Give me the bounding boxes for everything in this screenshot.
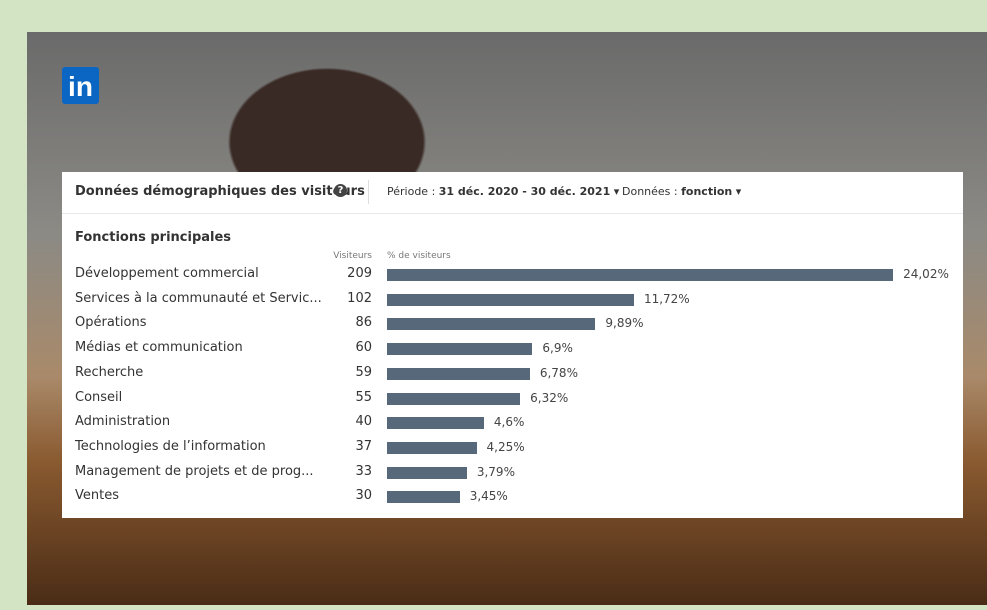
data-value: fonction — [681, 185, 733, 198]
data-label: Données : — [622, 185, 678, 198]
percent-label: 6,78% — [539, 365, 578, 380]
visitor-count: 37 — [355, 438, 372, 454]
separator — [368, 180, 369, 204]
row-label: Développement commercial — [75, 266, 259, 281]
row-label: Services à la communauté et Servic... — [75, 290, 322, 306]
row-label: Conseil — [75, 389, 123, 405]
bar — [387, 466, 467, 479]
period-filter[interactable]: Période : 31 déc. 2020 - 30 déc. 2021 ▾ — [387, 185, 620, 198]
percent-header: % de visiteurs — [387, 251, 451, 261]
row-label: Management de projets et de prog... — [75, 463, 314, 479]
visitor-count: 30 — [355, 488, 372, 504]
visitor-count: 60 — [355, 340, 372, 356]
visitor-count: 33 — [355, 463, 372, 479]
bar — [387, 392, 521, 405]
data-filter[interactable]: Données : fonction ▾ — [622, 185, 742, 198]
visitor-count: 40 — [355, 414, 372, 430]
visitors-header: Visiteurs — [333, 251, 372, 261]
percent-label: 11,72% — [643, 291, 690, 306]
percent-label: 9,89% — [605, 316, 644, 331]
bar — [387, 367, 530, 380]
bar — [387, 491, 460, 504]
row-label: Ventes — [75, 488, 119, 504]
period-label: Période : — [387, 185, 436, 198]
row-label: Opérations — [75, 315, 147, 331]
visitor-count: 102 — [347, 290, 372, 306]
percent-label: 3,45% — [469, 489, 508, 504]
visitor-count: 59 — [355, 364, 372, 380]
percent-label: 24,02% — [903, 267, 949, 281]
linkedin-logo: in — [62, 67, 99, 104]
percent-label: 6,32% — [530, 390, 569, 405]
row-label: Recherche — [75, 364, 144, 380]
visitor-count: 209 — [347, 266, 372, 281]
percent-label: 6,9% — [542, 341, 573, 356]
row-label: Administration — [75, 414, 171, 430]
percent-label: 3,79% — [476, 464, 515, 479]
percent-label: 4,25% — [486, 439, 525, 454]
bar — [387, 343, 533, 356]
bar — [387, 293, 634, 306]
panel-header: Données démographiques des visiteurs ? P… — [62, 172, 963, 214]
row-label: Médias et communication — [75, 340, 243, 356]
row-label: Technologies de l’information — [75, 438, 266, 454]
period-value: 31 déc. 2020 - 30 déc. 2021 — [438, 185, 611, 198]
bar — [387, 318, 596, 331]
help-icon[interactable]: ? — [334, 184, 347, 197]
bar — [387, 417, 484, 430]
section-title: Fonctions principales — [75, 230, 232, 245]
visitor-count: 55 — [355, 389, 372, 405]
panel-title: Données démographiques des visiteurs — [75, 184, 365, 199]
bar — [387, 441, 477, 454]
demographics-panel: Données démographiques des visiteurs ? P… — [62, 172, 963, 518]
bar — [387, 269, 894, 281]
percent-label: 4,6% — [493, 415, 525, 430]
visitor-count: 86 — [355, 315, 372, 331]
